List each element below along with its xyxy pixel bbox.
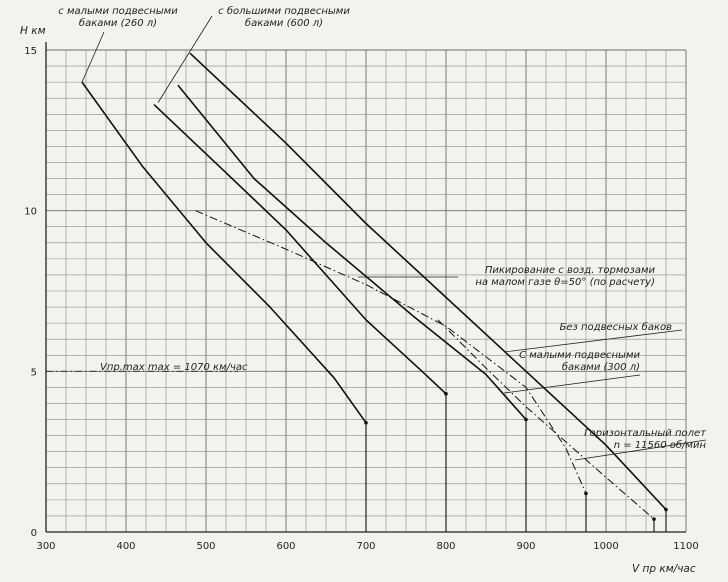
end-point-dive_air_brakes: [584, 491, 588, 496]
label-no-tanks: Без подвесных баков: [560, 321, 673, 333]
end-point-level_flight: [652, 517, 656, 521]
series-line-small_tanks_260: [81, 81, 367, 424]
leader-no-tanks: [503, 329, 683, 353]
series-line-large_tanks_600: [153, 104, 447, 395]
label-large-tanks-600: с большими подвесными баками (600 л): [218, 5, 350, 29]
x-axis-label: V пр км/час: [632, 563, 696, 575]
y-tick-label: 0: [31, 528, 37, 539]
y-tick-label: 15: [24, 46, 37, 57]
series-line-small_tanks_300: [177, 84, 527, 421]
leader-small-tanks-260: [81, 31, 105, 83]
end-point-small_tanks_260: [364, 420, 368, 425]
label-dive-line: Пикирование с возд. тормозами: [485, 265, 656, 276]
x-tick-label: 500: [196, 541, 215, 552]
x-tick-label: 1000: [593, 541, 618, 552]
x-tick-label: 900: [516, 541, 535, 552]
y-tick-label: 10: [24, 207, 37, 218]
label-small-tanks-300-line: баками (300 л): [562, 361, 640, 373]
label-small-tanks-260-line: с малыми подвесными: [58, 6, 178, 17]
leader-level-flight: [574, 439, 707, 461]
series-line-dive_air_brakes: [195, 210, 587, 494]
leader-large-tanks-600: [157, 15, 213, 103]
label-level-flight-line: n = 11560 об/мин: [614, 439, 707, 451]
y-axis-label: Н км: [20, 25, 46, 37]
label-vmax: Vпр.max max = 1070 км/час: [100, 362, 248, 373]
label-large-tanks-600-line: баками (600 л): [245, 17, 323, 29]
x-tick-label: 400: [116, 541, 135, 552]
x-tick-label: 600: [276, 541, 295, 552]
x-tick-label: 1100: [673, 541, 698, 552]
x-tick-label: 300: [36, 541, 55, 552]
label-small-tanks-260: с малыми подвесными баками (260 л): [58, 6, 178, 29]
annotations: с малыми подвесными баками (260 л) с больш…: [58, 5, 707, 461]
y-tick-label: 5: [31, 367, 37, 378]
x-tick-label: 700: [356, 541, 375, 552]
series-layer: [46, 52, 668, 532]
label-no-tanks-line: Без подвесных баков: [560, 321, 673, 333]
grid: [45, 49, 687, 533]
axes: 300 400 500 600 700 800 900 1000 1100 0 5 10 15: [24, 42, 699, 552]
series-line-no_tanks: [189, 52, 667, 511]
label-small-tanks-300-line: С малыми подвесными: [519, 350, 640, 361]
label-level-flight: Горизонтальный полет n = 11560 об/мин: [584, 428, 707, 451]
label-level-flight-line: Горизонтальный полет: [584, 428, 707, 439]
end-point-no_tanks: [664, 507, 668, 512]
end-point-large_tanks_600: [444, 392, 448, 396]
end-point-small_tanks_300: [524, 417, 528, 422]
label-dive-line: на малом газе θ=50° (по расчету): [475, 277, 655, 288]
label-large-tanks-600-line: с большими подвесными: [218, 5, 350, 17]
leader-small-tanks-300: [503, 374, 641, 394]
label-small-tanks-300: С малыми подвесными баками (300 л): [519, 350, 640, 373]
label-dive: Пикирование с возд. тормозами на малом га…: [475, 265, 655, 288]
label-small-tanks-260-line: баками (260 л): [79, 17, 157, 29]
x-tick-label: 800: [436, 541, 455, 552]
